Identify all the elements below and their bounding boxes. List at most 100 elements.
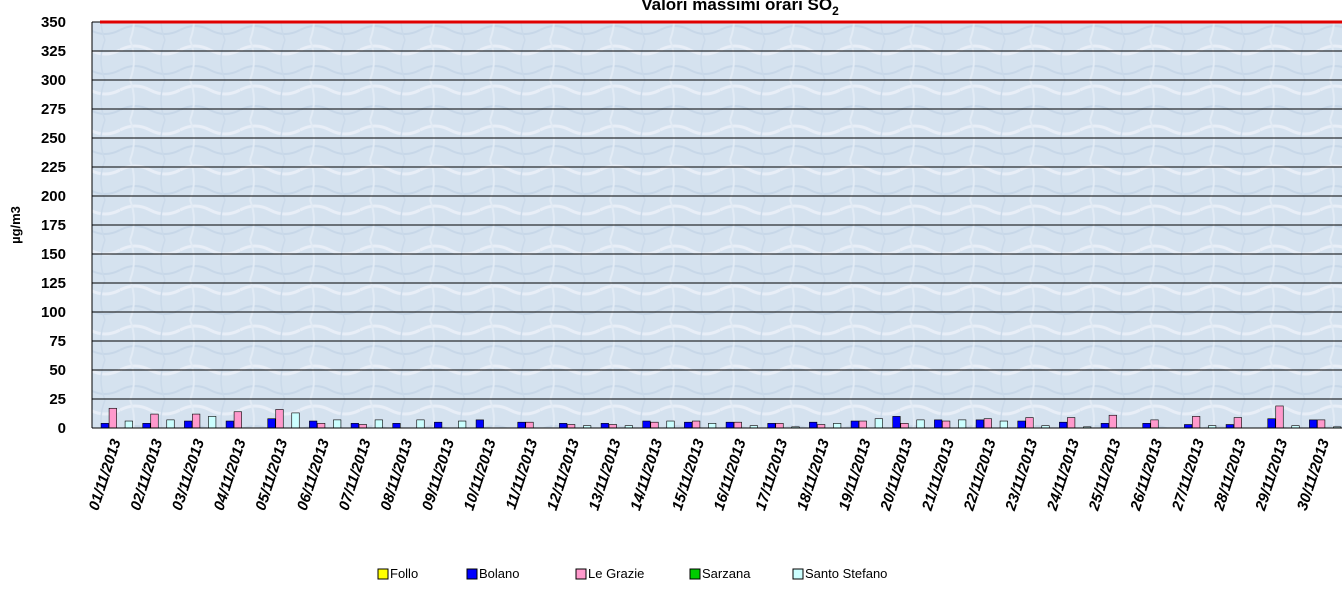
bar-bolano [350, 423, 359, 429]
bar-bolano [100, 423, 109, 429]
y-tick-label: 200 [41, 188, 66, 205]
bar-bolano [559, 423, 568, 429]
x-tick-label: 23/11/2013 [1002, 436, 1042, 513]
x-tick-label: 14/11/2013 [627, 436, 666, 512]
x-tick-label: 16/11/2013 [711, 436, 750, 512]
bar-bolano [434, 421, 443, 429]
y-tick-label: 0 [58, 420, 66, 437]
bar-bolano [1267, 418, 1276, 429]
bars [100, 405, 1342, 429]
bar-le-grazie [108, 407, 117, 429]
x-tick-label: 30/11/2013 [1294, 436, 1333, 512]
bar-bolano [934, 419, 943, 429]
bar-bolano [600, 423, 609, 429]
bar-santo-stefano [958, 419, 967, 429]
y-tick-label: 325 [41, 43, 66, 60]
bar-le-grazie [1067, 417, 1076, 429]
bar-santo-stefano [916, 419, 925, 429]
y-tick-label: 25 [49, 391, 66, 408]
bar-bolano [475, 419, 484, 429]
x-tick-label: 01/11/2013 [86, 436, 125, 512]
y-tick-label: 175 [41, 217, 66, 234]
x-tick-label: 20/11/2013 [877, 436, 917, 513]
bar-le-grazie [942, 420, 951, 429]
bar-le-grazie [775, 423, 784, 429]
bar-le-grazie [317, 423, 326, 429]
legend-label: Santo Stefano [805, 566, 887, 581]
x-tick-label: 26/11/2013 [1127, 436, 1167, 513]
bar-le-grazie [608, 424, 617, 429]
bar-bolano [975, 419, 984, 429]
legend-label: Le Grazie [588, 566, 644, 581]
bar-bolano [225, 420, 234, 429]
bar-bolano [1184, 424, 1193, 429]
x-tick-label: 07/11/2013 [336, 436, 375, 512]
bar-bolano [642, 420, 651, 429]
x-tick-label: 24/11/2013 [1044, 436, 1084, 513]
legend-label: Sarzana [702, 566, 751, 581]
bar-le-grazie [1150, 419, 1159, 429]
bar-bolano [1142, 423, 1151, 429]
x-tick-label: 17/11/2013 [752, 436, 791, 512]
x-tick-label: 11/11/2013 [503, 436, 542, 511]
chart-title: Valori massimi orari SO2 [641, 0, 839, 18]
bar-santo-stefano [166, 419, 175, 429]
bar-le-grazie [1233, 417, 1242, 429]
x-tick-label: 25/11/2013 [1085, 436, 1125, 513]
bar-le-grazie [192, 413, 201, 429]
bar-bolano [684, 421, 693, 429]
x-tick-label: 28/11/2013 [1210, 436, 1250, 513]
y-tick-label: 350 [41, 14, 66, 31]
legend-swatch [466, 568, 478, 580]
bar-le-grazie [1317, 419, 1326, 429]
y-tick-label: 75 [49, 333, 66, 350]
bar-santo-stefano [416, 419, 425, 429]
legend-label: Follo [390, 566, 418, 581]
bar-le-grazie [1275, 405, 1284, 429]
bar-le-grazie [567, 424, 576, 429]
legend: Follo Bolano Le Grazie Sarzana Santo Stefano [377, 566, 887, 581]
legend-swatch [689, 568, 701, 580]
bar-le-grazie [733, 421, 742, 429]
y-tick-labels: 0 25 50 75 100 125 150 175 200 225 250 275 300 325 350 [41, 14, 66, 437]
bar-le-grazie [650, 421, 659, 429]
y-axis-label: µg/m3 [8, 206, 23, 244]
bar-bolano [809, 421, 818, 429]
x-tick-label: 05/11/2013 [252, 436, 291, 512]
x-tick-label: 13/11/2013 [586, 436, 625, 512]
bar-le-grazie [900, 423, 909, 429]
bar-santo-stefano [458, 420, 467, 429]
x-tick-label: 15/11/2013 [669, 436, 708, 512]
bar-santo-stefano [333, 419, 342, 429]
bar-bolano [1100, 423, 1109, 429]
bar-bolano [725, 421, 734, 429]
bar-le-grazie [150, 413, 159, 429]
legend-swatch [377, 568, 389, 580]
bar-le-grazie [983, 418, 992, 429]
y-tick-label: 100 [41, 304, 66, 321]
x-tick-label: 27/11/2013 [1169, 436, 1209, 513]
bar-santo-stefano [124, 420, 133, 429]
bar-bolano [267, 418, 276, 429]
x-tick-label: 21/11/2013 [919, 436, 959, 513]
bar-santo-stefano [999, 420, 1008, 429]
x-tick-label: 03/11/2013 [169, 436, 208, 512]
bar-santo-stefano [374, 419, 383, 429]
y-tick-label: 125 [41, 275, 66, 292]
x-tick-label: 09/11/2013 [419, 436, 458, 512]
bar-santo-stefano [833, 423, 842, 429]
bar-bolano [184, 420, 193, 429]
y-tick-label: 225 [41, 159, 66, 176]
bar-le-grazie [692, 420, 701, 429]
bar-santo-stefano [874, 418, 883, 429]
x-tick-labels: 01/11/2013 02/11/2013 03/11/2013 04/11/2013… [86, 436, 1334, 513]
bar-santo-stefano [666, 420, 675, 429]
bar-le-grazie [1025, 417, 1034, 429]
bar-le-grazie [358, 424, 367, 429]
x-tick-label: 02/11/2013 [127, 436, 166, 512]
x-tick-label: 04/11/2013 [211, 436, 250, 512]
bar-bolano [1059, 421, 1068, 429]
x-tick-label: 12/11/2013 [544, 436, 583, 512]
bar-santo-stefano [291, 412, 300, 429]
